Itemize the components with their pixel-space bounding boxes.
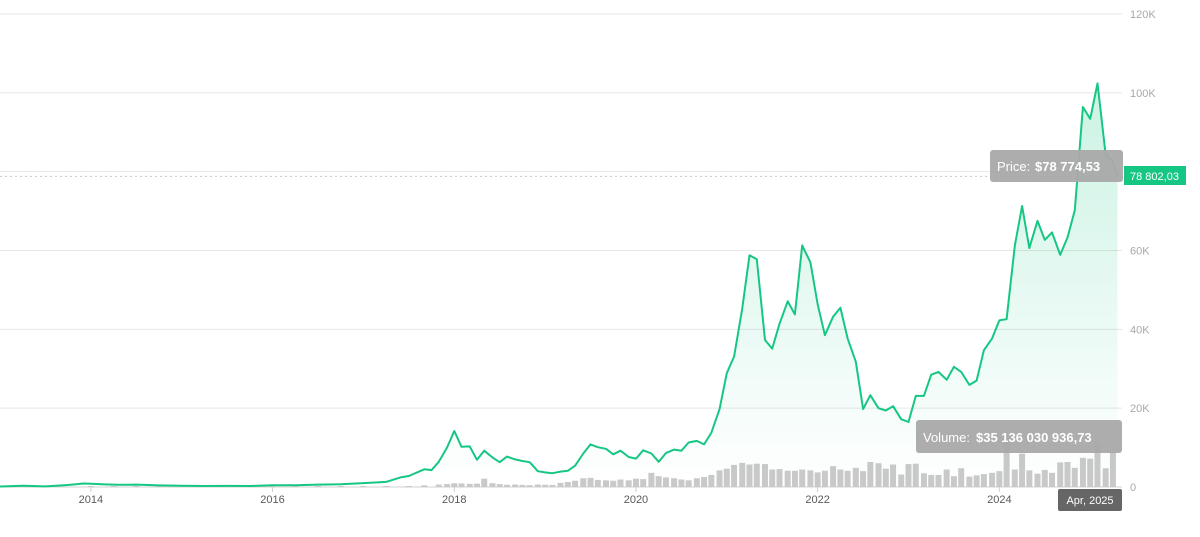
y-axis: 020K40K60K80K100K120K [1130, 9, 1156, 494]
x-tick-label: 2024 [987, 494, 1011, 506]
x-tick-label: 2014 [79, 494, 103, 506]
volume-tooltip-label: Volume: [923, 430, 970, 445]
price-tooltip-label: Price: [997, 159, 1030, 174]
price-area [0, 83, 1118, 488]
price-area-fill [0, 83, 1118, 488]
y-tick-label: 0 [1130, 482, 1136, 494]
x-axis: 2014 2016 2018 2020 2022 2024 [79, 487, 1012, 506]
price-series [0, 82, 1119, 488]
x-tick-label: 2016 [260, 494, 284, 506]
y-tick-label: 100K [1130, 88, 1156, 100]
volume-tooltip: Volume: $35 136 030 936,73 [916, 420, 1122, 453]
last-price-badge: 78 802,03 [1124, 166, 1186, 185]
x-tick-label: 2022 [805, 494, 829, 506]
last-price-value: 78 802,03 [1130, 171, 1179, 183]
hover-date-value: Apr, 2025 [1066, 495, 1113, 507]
x-tick-label: 2018 [442, 494, 466, 506]
hover-date-badge: Apr, 2025 [1058, 489, 1122, 511]
grid-lines [0, 13, 1122, 488]
y-tick-label: 120K [1130, 9, 1156, 21]
price-tooltip: Price: $78 774,53 [990, 150, 1123, 182]
volume-tooltip-value: $35 136 030 936,73 [976, 430, 1092, 445]
y-tick-label: 20K [1130, 403, 1150, 415]
price-line [0, 82, 1119, 488]
price-tooltip-value: $78 774,53 [1035, 159, 1100, 174]
x-tick-label: 2020 [624, 494, 648, 506]
y-tick-label: 60K [1130, 246, 1150, 258]
y-tick-label: 40K [1130, 324, 1150, 336]
